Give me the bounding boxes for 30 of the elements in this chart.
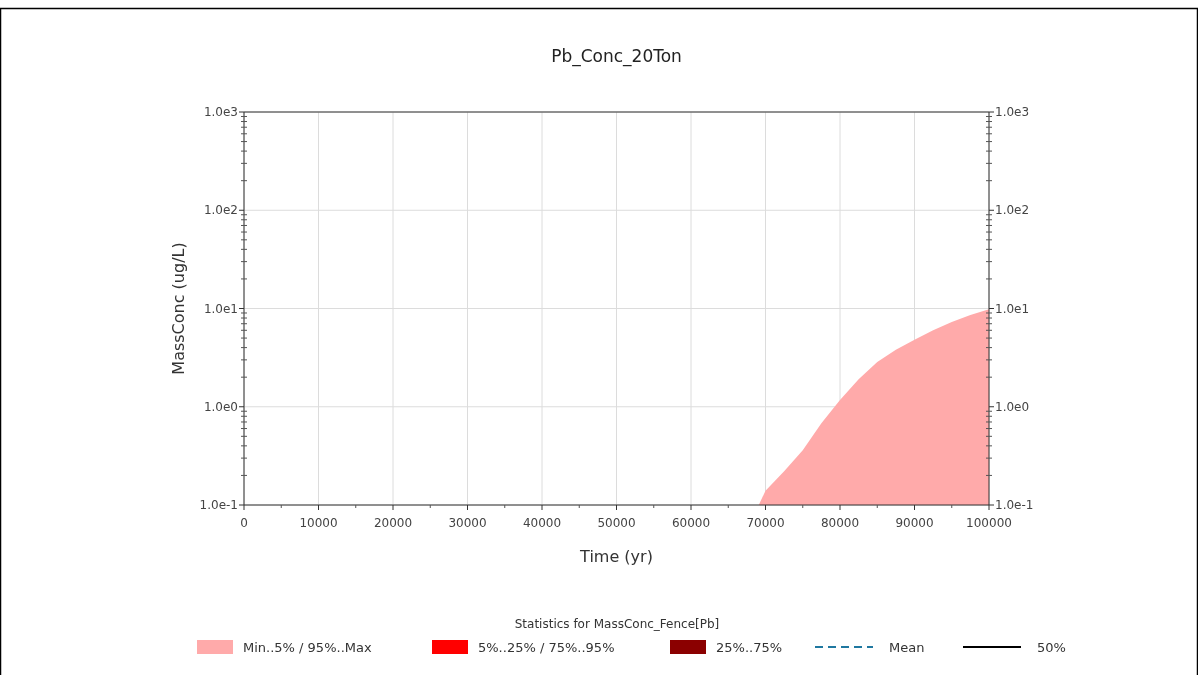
- y-tick-label: 1.0e1: [203, 301, 238, 316]
- x-tick-label: 50000: [597, 516, 636, 530]
- x-tick-label: 20000: [373, 516, 413, 530]
- chart-title: Pb_Conc_20Ton: [551, 46, 682, 67]
- x-tick-label: 40000: [522, 516, 562, 530]
- x-tick-label: 70000: [746, 516, 785, 530]
- legend-label: Min..5% / 95%..Max: [243, 640, 372, 655]
- x-tick-label: 30000: [448, 516, 487, 530]
- text: 1.0e0: [995, 399, 1030, 414]
- y-tick-label: 1.0e3: [203, 105, 238, 119]
- legend-label: 25%..75%: [716, 640, 783, 655]
- x-tick-label: 80000: [820, 516, 860, 530]
- y-tick-label: 1.0e0: [203, 399, 238, 414]
- text: 1.0e2: [995, 203, 1030, 218]
- x-tick-label: 0: [240, 516, 248, 530]
- text: 1.0e1: [995, 301, 1030, 316]
- x-tick-label: 90000: [895, 516, 934, 530]
- y-tick-label: 1.0e2: [203, 203, 238, 218]
- legend-label: Mean: [889, 640, 925, 655]
- x-tick-label: 10000: [299, 516, 338, 530]
- x-tick-label: 100000: [966, 516, 1012, 530]
- legend-label: 5%..25% / 75%..95%: [478, 640, 615, 655]
- x-tick-label: 60000: [671, 516, 711, 530]
- text: 1.0e-1: [995, 498, 1034, 512]
- y-tick-label: 1.0e-1: [199, 498, 238, 512]
- x-axis-title: Time (yr): [579, 547, 653, 566]
- legend-label: 50%: [1037, 640, 1066, 655]
- y-axis-title: MassConc (ug/L): [169, 242, 188, 375]
- legend-title: Statistics for MassConc_Fence[Pb]: [514, 617, 720, 631]
- text: 1.0e3: [995, 105, 1030, 119]
